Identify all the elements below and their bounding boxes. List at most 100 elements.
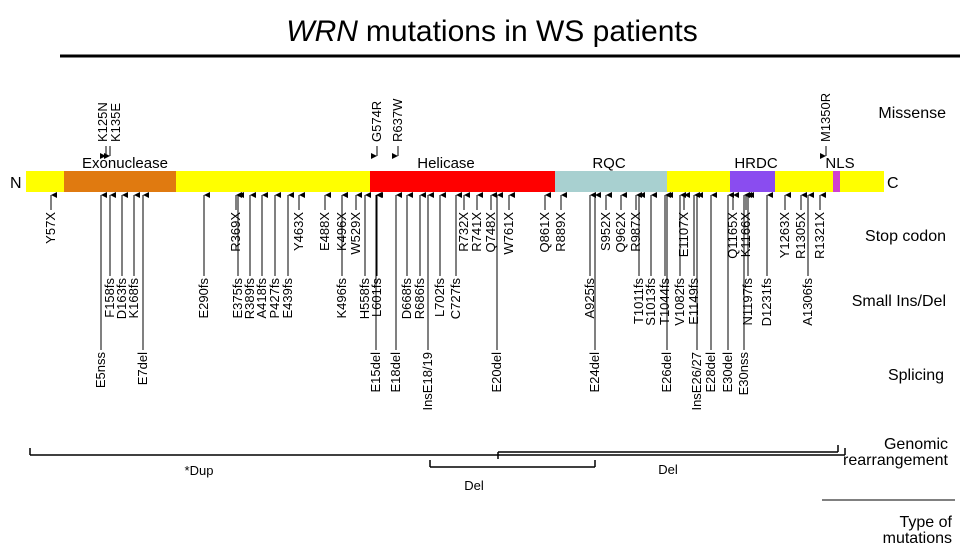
splicing-label: E7del: [135, 352, 150, 385]
small-insdel-label: F158fs: [102, 278, 117, 318]
small-insdel-label: K496fs: [334, 278, 349, 319]
splicing-label: E26del: [659, 352, 674, 393]
stop-codon-label: R987X: [628, 212, 643, 252]
splicing-label: E20del: [489, 352, 504, 393]
small-insdel-l702fs: L702fs: [432, 192, 447, 318]
splicing-e30del: E30del: [720, 192, 735, 393]
splicing-e20del: E20del: [489, 192, 504, 393]
domain-label-nls: NLS: [825, 155, 854, 172]
stop-codon-q748x: Q748X: [483, 192, 498, 253]
stop-codon-y463x: Y463X: [291, 192, 306, 251]
small-insdel-e439fs: E439fs: [280, 192, 295, 318]
stop-codon-label: W529X: [348, 212, 363, 255]
protein-segment-linker-7: [775, 171, 833, 192]
stop-codon-r369x: R369X: [228, 192, 243, 252]
small-insdel-label: L702fs: [432, 278, 447, 318]
small-insdel-label: A925fs: [582, 278, 597, 319]
stop-codon-y57x: Y57X: [43, 192, 58, 244]
small-insdel-label: D1231fs: [759, 278, 774, 327]
stop-codon-label: Y57X: [43, 212, 58, 244]
rearrangement-del-2-label: Del: [658, 462, 678, 477]
protein-segment-linker-9: [840, 171, 884, 192]
small-insdel-d668fs: D668fs: [399, 192, 414, 319]
stop-codon-label: Q1165X: [725, 212, 740, 259]
small-insdel-label: V1082fs: [672, 278, 687, 326]
category-type-line2: mutations: [883, 530, 952, 547]
category-genomic-line1: Genomic: [884, 436, 948, 453]
n-terminus-label: N: [10, 175, 22, 192]
stop-codon-w761x: W761X: [501, 192, 516, 255]
small-insdel-r389fs: R389fs: [242, 192, 257, 320]
stop-codon-label: Q861X: [537, 212, 552, 253]
small-insdel-label: R686fs: [412, 278, 427, 320]
lower-mutations: Y57XR369XY463XE488XK496XW529XR732XR741XQ…: [43, 192, 827, 411]
stop-codon-label: R1305X: [793, 212, 808, 259]
stop-codon-label: K1166X: [738, 212, 753, 258]
small-insdel-a418fs: A418fs: [254, 192, 269, 318]
domain-label-rqc: RQC: [592, 155, 626, 172]
stop-codon-w529x: W529X: [348, 192, 363, 255]
small-insdel-t1011fs: T1011fs: [631, 192, 646, 324]
splicing-label: E30del: [720, 352, 735, 393]
splicing-e28del: E28del: [703, 192, 718, 392]
small-insdel-e375fs: E375fs: [230, 192, 245, 319]
domain-label-helicase: Helicase: [417, 155, 475, 172]
stop-codon-label: R732X: [456, 212, 471, 252]
small-insdel-h558fs: H558fs: [357, 192, 372, 320]
small-insdel-label: H558fs: [357, 278, 372, 320]
stop-codon-label: R369X: [228, 212, 243, 252]
splicing-label: E18del: [388, 352, 403, 393]
category-type-line1: Type of: [900, 514, 953, 531]
splicing-e24del: E24del: [587, 192, 602, 392]
stop-codon-label: S952X: [598, 212, 613, 251]
rearrangement-del-2: Del: [497, 445, 839, 477]
small-insdel-label: C727fs: [448, 278, 463, 320]
splicing-e18del: E18del: [388, 192, 403, 393]
protein-bar: [26, 171, 884, 192]
stop-codon-e488x: E488X: [317, 192, 332, 251]
splicing-e5nss: E5nss: [93, 192, 108, 389]
small-insdel-e290fs: E290fs: [196, 192, 211, 319]
splicing-label: InsE26/27: [689, 352, 704, 411]
missense-k135e: K135E: [104, 103, 123, 159]
protein-segment-hrdc: [730, 171, 775, 192]
rearrangement-del-1-label: Del: [464, 478, 484, 493]
rearrangement-dup: *Dup: [29, 448, 846, 478]
small-insdel-label: S1013fs: [643, 278, 658, 326]
category-genomic-line2: rearrangement: [843, 452, 949, 469]
splicing-label: E15del: [368, 352, 383, 393]
small-insdel-label: D163fs: [114, 278, 129, 320]
protein-segment-linker-0: [26, 171, 64, 192]
stop-codon-k1166x: K1166X: [738, 192, 753, 258]
category-type-of-mutations: Type of mutations: [883, 514, 953, 547]
small-insdel-label: E375fs: [230, 278, 245, 319]
domain-label-hrdc: HRDC: [734, 155, 777, 172]
protein-segment-helicase: [370, 171, 555, 192]
category-splicing: Splicing: [888, 367, 944, 384]
missense-label: G574R: [369, 101, 384, 142]
stop-codon-r1305x: R1305X: [793, 192, 808, 259]
splicing-label: E30nss: [736, 352, 751, 396]
small-insdel-label: E1149fs: [686, 278, 701, 325]
small-insdel-s1013fs: S1013fs: [643, 192, 658, 326]
missense-label: M1350R: [818, 93, 833, 142]
stop-codon-label: Q748X: [483, 212, 498, 253]
small-insdel-v1082fs: V1082fs: [672, 192, 687, 326]
stop-codon-s952x: S952X: [598, 192, 613, 251]
stop-codon-y1263x: Y1263X: [777, 192, 792, 258]
domain-label-exonuclease: Exonuclease: [82, 155, 168, 172]
rearrangement-del-1: Del: [429, 460, 596, 493]
stop-codon-r732x: R732X: [456, 192, 471, 252]
missense-g574r: G574R: [369, 101, 384, 159]
small-insdel-d1231fs: D1231fs: [759, 192, 774, 327]
stop-codon-label: E1107X: [676, 212, 691, 258]
protein-segment-nls: [833, 171, 840, 192]
missense-label: K125N: [95, 102, 110, 142]
small-insdel-label: R389fs: [242, 278, 257, 320]
small-insdel-label: E290fs: [196, 278, 211, 319]
category-missense: Missense: [878, 105, 946, 122]
small-insdel-d163fs: D163fs: [114, 192, 129, 320]
splicing-label: E5nss: [93, 352, 108, 389]
